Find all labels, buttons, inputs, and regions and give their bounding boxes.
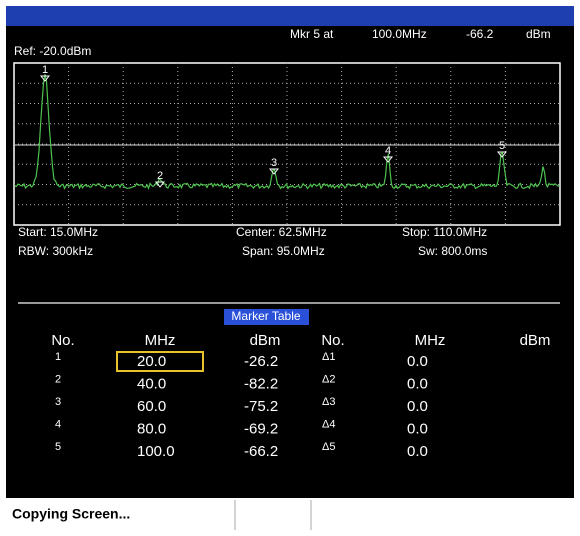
status-text: Copying Screen... (12, 506, 130, 522)
readout: -66.2 (466, 27, 494, 41)
table-cell: 4 (55, 418, 61, 430)
table-cell: Δ1 (322, 351, 335, 363)
center-frequency: Center: 62.5MHz (236, 225, 327, 239)
stop-frequency: Stop: 110.0MHz (402, 225, 487, 239)
table-title: Marker Table (231, 309, 300, 323)
table-cell: -26.2 (244, 353, 278, 370)
table-cell: 0.0 (407, 443, 428, 460)
table-cell: 0.0 (407, 353, 428, 370)
table-cell: Δ3 (322, 396, 335, 408)
table-cell: 1 (55, 351, 61, 363)
table-cell: 0.0 (407, 375, 428, 392)
column-header: dBm (520, 332, 551, 349)
marker-symbol (496, 151, 508, 158)
table-cell: 0.0 (407, 420, 428, 437)
marker-symbol (39, 75, 51, 82)
table-cell: 40.0 (137, 375, 166, 392)
table-cell: 60.0 (137, 398, 166, 415)
span: Span: 95.0MHz (242, 244, 325, 258)
marker-label: 4 (385, 145, 391, 157)
start-frequency: Start: 15.0MHz (18, 225, 98, 239)
marker-label: 5 (499, 140, 505, 152)
table-cell: 0.0 (407, 398, 428, 415)
table-cell: 100.0 (137, 443, 175, 460)
table-cell: 5 (55, 441, 61, 453)
marker-symbol (382, 156, 394, 163)
readout: Mkr 5 at (290, 27, 334, 41)
table-title-highlight (224, 309, 309, 325)
rbw: RBW: 300kHz (18, 244, 93, 258)
table-cell: 20.0 (137, 353, 166, 370)
marker-label: 1 (42, 64, 48, 76)
marker-symbol (154, 181, 166, 188)
readout: 100.0MHz (372, 27, 427, 41)
column-header: MHz (415, 332, 446, 349)
table-cell: -66.2 (244, 443, 278, 460)
table-cell: Δ5 (322, 441, 335, 453)
marker-label: 2 (157, 170, 163, 182)
trace (14, 74, 560, 191)
status-bar (0, 500, 580, 536)
table-cell: -69.2 (244, 420, 278, 437)
readout: dBm (526, 27, 551, 41)
reference-level: Ref: -20.0dBm (14, 44, 91, 58)
table-cell: 80.0 (137, 420, 166, 437)
selected-cell[interactable] (116, 351, 204, 372)
column-header: MHz (145, 332, 176, 349)
table-cell: -75.2 (244, 398, 278, 415)
column-header: No. (321, 332, 344, 349)
table-cell: Δ4 (322, 418, 335, 430)
column-header: dBm (250, 332, 281, 349)
marker-symbol (268, 168, 280, 175)
spectrum-plot: 1 2 3 4 5 (13, 62, 561, 226)
marker-label: 3 (271, 157, 277, 169)
table-cell: 3 (55, 396, 61, 408)
column-header: No. (51, 332, 74, 349)
title-bar (6, 6, 574, 26)
sweep-time: Sw: 800.0ms (418, 244, 487, 258)
table-cell: Δ2 (322, 373, 335, 385)
table-cell: -82.2 (244, 375, 278, 392)
plot-border (13, 62, 561, 226)
table-cell: 2 (55, 373, 61, 385)
